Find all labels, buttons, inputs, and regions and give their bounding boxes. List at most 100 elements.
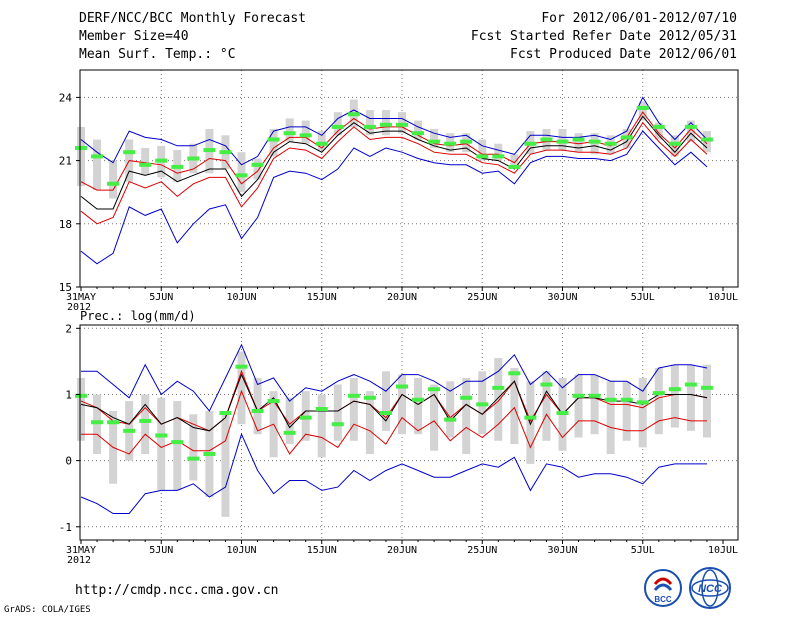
website-url[interactable]: http://cmdp.ncc.cma.gov.cn: [75, 583, 279, 598]
forecast-marker: [171, 440, 184, 445]
spread-box: [430, 128, 439, 148]
forecast-marker: [604, 397, 617, 402]
forecast-marker: [75, 393, 87, 398]
forecast-marker: [219, 150, 232, 155]
spread-box: [638, 377, 647, 448]
y-tick-label: 1: [65, 388, 72, 401]
forecast-marker: [347, 112, 360, 117]
x-tick-label: 25JUN: [467, 545, 497, 556]
forecast-marker: [636, 400, 649, 405]
variable-label: Mean Surf. Temp.: °C: [79, 47, 236, 62]
series-line-median: [80, 373, 708, 432]
spread-box: [285, 118, 294, 142]
precip-axis-label: Prec.: log(mm/d): [80, 309, 196, 323]
forecast-marker: [620, 397, 633, 402]
spread-box: [686, 364, 695, 431]
forecast-marker: [508, 164, 521, 169]
spread-box: [365, 391, 374, 454]
forecast-marker: [428, 139, 441, 144]
spread-box: [670, 364, 679, 428]
x-tick-label: 5JUN: [149, 292, 173, 303]
forecast-marker: [412, 131, 425, 136]
forecast-marker: [588, 139, 601, 144]
forecast-marker: [203, 148, 216, 153]
y-tick-label: 21: [59, 155, 72, 168]
forecast-marker: [379, 410, 392, 415]
member-size-label: Member Size=40: [79, 29, 189, 44]
x-tick-label: 15JUN: [307, 545, 337, 556]
x-tick-label: 5JUN: [149, 545, 173, 556]
forecast-marker: [379, 122, 392, 127]
spread-box: [526, 381, 535, 464]
spread-box: [333, 112, 342, 136]
forecast-marker: [460, 139, 473, 144]
forecast-marker: [267, 399, 280, 404]
forecast-marker: [396, 384, 408, 389]
spread-box: [494, 143, 503, 161]
spread-box: [638, 101, 647, 121]
spread-box: [494, 358, 503, 441]
spread-box: [269, 128, 278, 157]
forecast-marker: [572, 137, 585, 142]
spread-box: [398, 374, 406, 435]
series-line-median: [80, 115, 708, 210]
plot-frame: [79, 69, 739, 288]
spread-box: [606, 381, 615, 454]
forecast-marker: [315, 141, 328, 146]
spread-box: [654, 368, 663, 435]
x-tick-label: 20JUN: [387, 292, 417, 303]
series-line-upper: [80, 369, 708, 432]
forecast-marker: [91, 154, 104, 159]
x-tick-label-year: 2012: [67, 302, 91, 313]
spread-box: [253, 158, 262, 180]
spread-box: [157, 397, 166, 491]
x-tick-label: 31MAY: [66, 292, 96, 303]
x-tick-label: 10JUL: [708, 292, 738, 303]
forecast-marker: [235, 364, 248, 369]
spread-box: [574, 374, 583, 438]
spread-box: [654, 122, 663, 140]
spread-box: [542, 371, 551, 441]
spread-box: [109, 160, 118, 199]
spread-box: [141, 394, 150, 454]
forecast-marker: [396, 122, 408, 127]
forecast-marker: [412, 397, 425, 402]
spread-box: [317, 131, 326, 151]
spread-box: [189, 414, 198, 481]
spread-box: [590, 133, 599, 155]
spread-box: [77, 377, 85, 441]
bcc-logo: BCC: [643, 568, 683, 608]
series-line-min: [80, 432, 707, 514]
forecast-marker: [187, 456, 200, 461]
x-tick-label: 31MAY: [66, 545, 96, 556]
forecast-marker: [620, 135, 633, 140]
x-tick-label: 10JUN: [226, 545, 256, 556]
spread-box: [478, 139, 487, 161]
forecast-marker: [556, 410, 569, 415]
spread-box: [446, 381, 455, 438]
forecast-marker: [75, 145, 87, 150]
spread-box: [221, 414, 230, 517]
spread-box: [462, 377, 471, 454]
spread-box: [317, 394, 326, 458]
spread-box: [301, 120, 310, 144]
forecast-marker: [540, 382, 553, 387]
series-line-lower: [80, 121, 708, 225]
forecast-marker: [139, 162, 152, 167]
forecast-marker: [540, 137, 553, 142]
forecast-marker: [331, 124, 344, 129]
x-tick-label: 10JUN: [226, 292, 256, 303]
spread-box: [702, 364, 711, 438]
spread-box: [622, 381, 631, 441]
spread-box: [381, 110, 390, 136]
forecast-marker: [492, 385, 505, 390]
spread-box: [414, 120, 423, 140]
chart-title: DERF/NCC/BCC Monthly Forecast: [79, 11, 306, 26]
forecast-marker: [235, 173, 248, 178]
forecast-marker: [123, 150, 136, 155]
x-tick-label: 20JUN: [387, 545, 417, 556]
x-tick-label: 15JUN: [307, 292, 337, 303]
plot-frame: [79, 324, 739, 541]
spread-box: [590, 374, 599, 435]
